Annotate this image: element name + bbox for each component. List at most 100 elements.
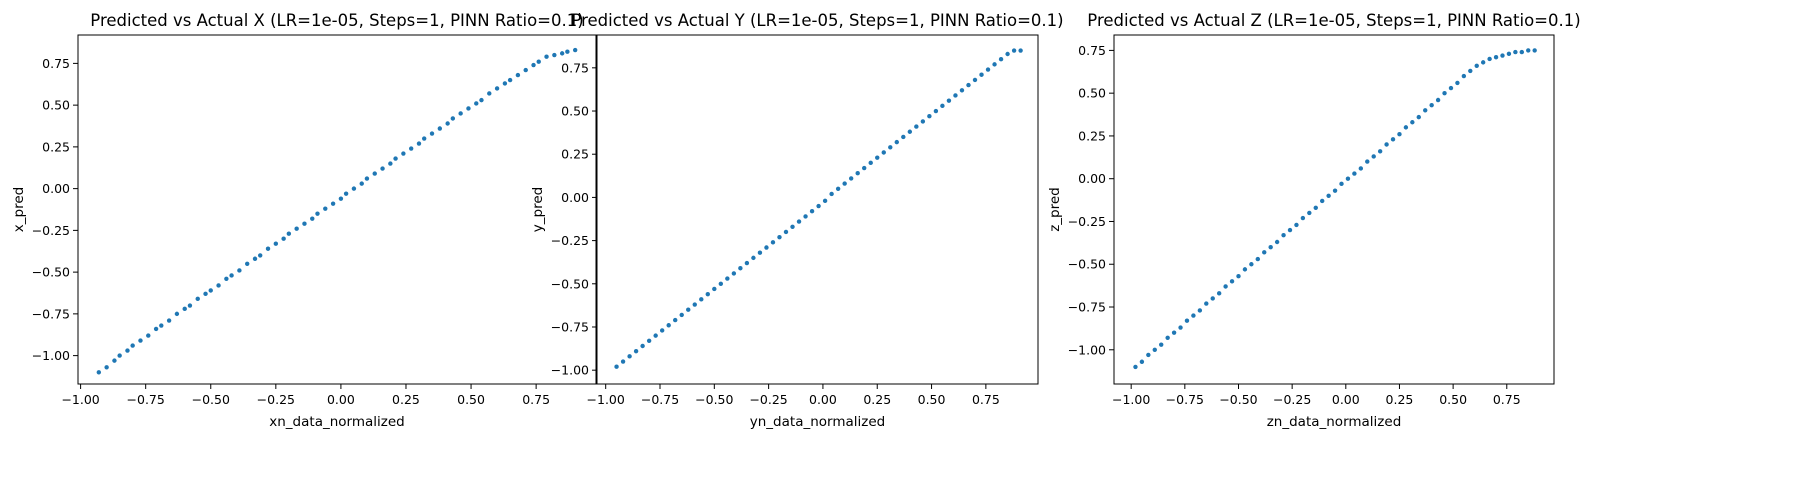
data-point [494,86,500,91]
data-point [783,229,789,235]
data-point [816,203,821,209]
y-tick-label: −0.50 [551,276,589,291]
data-point [343,191,349,196]
data-point [829,191,834,197]
chart-panel-3: −1.00 −0.75 −0.50 −0.25 0.00 0.25 0.50 0.75 −1.0… [1047,11,1581,430]
data-point [744,260,750,266]
data-point [1416,114,1421,120]
data-point [1287,227,1293,233]
data-point [502,81,508,86]
y-tick-label: 0.00 [561,190,589,205]
data-point [1210,296,1215,301]
data-point [182,306,187,312]
data-point [927,114,932,119]
data-point [380,166,385,171]
data-point [224,276,229,281]
data-point [1410,120,1415,125]
data-point [679,312,684,318]
data-point [338,196,344,201]
data-point [738,266,743,271]
chart-title-3: Predicted vs Actual Z (LR=1e-05, Steps=1… [1087,11,1580,30]
data-point [96,370,102,375]
y-axis-label-3: z_pred [1047,187,1063,232]
x-tick-label: 0.75 [522,392,550,407]
data-point [659,328,665,333]
x-tick-label: −0.50 [695,392,733,407]
y-tick-label: −1.00 [1068,342,1106,357]
data-point [302,221,307,226]
data-point [862,165,867,171]
data-point [875,155,880,160]
data-point [692,302,697,307]
data-point [310,216,315,221]
x-tick-label: −1.00 [1112,392,1150,407]
data-point [401,151,406,156]
scatter-series-3 [1133,48,1537,370]
data-point [1242,267,1248,272]
data-point [359,181,364,186]
data-point [445,121,450,126]
data-point [187,303,193,308]
data-point [559,51,565,56]
data-point [479,97,484,103]
x-tick-label: 0.25 [392,392,420,407]
data-point [429,131,435,136]
data-point [294,226,299,231]
data-point [195,296,200,302]
x-tick-label: −0.75 [127,392,165,407]
x-axis-label-1: xn_data_normalized [269,414,404,430]
data-point [868,160,873,166]
data-point [627,354,632,359]
data-point [138,338,143,343]
data-point [1249,262,1254,267]
y-tick-label: 0.00 [42,181,70,196]
data-point [881,150,886,155]
data-point [364,176,370,181]
chart-title-1: Predicted vs Actual X (LR=1e-05, Steps=1… [90,11,583,30]
y-tick-label: 0.50 [561,104,589,119]
data-point [1307,210,1312,216]
data-point [725,276,730,281]
data-point [408,146,414,151]
y-tick-label: 0.00 [1078,171,1106,186]
data-point [237,268,242,273]
data-point [216,283,221,288]
data-point [450,116,456,121]
data-point [966,82,971,88]
y-tick-label: 0.75 [1078,43,1106,58]
data-point [985,67,991,72]
data-point [258,253,263,258]
y-tick-label: 0.50 [42,98,70,113]
data-point [855,171,860,176]
data-point [731,271,737,276]
data-point [790,224,795,229]
y-axis-label-2: y_pred [530,187,546,232]
data-point [515,72,521,78]
data-point [1448,85,1454,91]
data-point [174,311,180,317]
data-point [901,134,906,140]
x-tick-label: −1.00 [587,392,625,407]
data-point [803,214,808,219]
data-point [1365,159,1370,164]
data-point [1320,198,1325,204]
data-point [1371,154,1376,159]
data-point [940,103,945,109]
data-point [699,297,704,302]
data-point [536,59,541,64]
data-point [552,52,557,58]
x-tick-label: 0.75 [1493,392,1521,407]
x-tick-label: −0.75 [1166,392,1204,407]
x-tick-label: 0.50 [457,392,485,407]
plot-frame [1113,34,1555,385]
data-point [666,323,671,328]
x-axis-label-2: yn_data_normalized [750,414,885,430]
data-point [848,176,854,181]
data-point [281,236,286,241]
y-tick-label: −0.75 [1068,300,1106,315]
data-point [653,333,658,338]
data-point [507,77,513,83]
data-point [544,54,549,59]
y-tick-label: 0.50 [1078,86,1106,101]
